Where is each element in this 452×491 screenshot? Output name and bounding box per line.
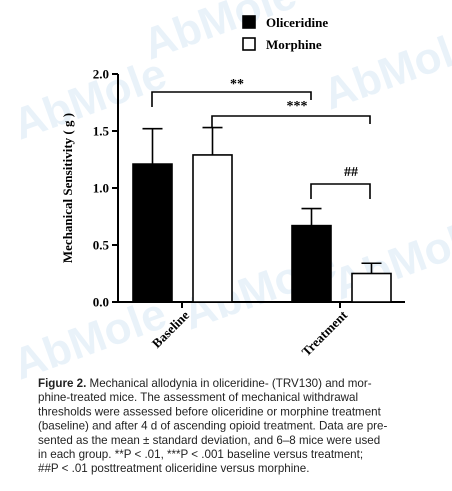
significance-bracket	[151, 91, 312, 107]
significance-label: ***	[287, 99, 308, 114]
watermark: AbMole	[7, 49, 173, 149]
caption-text: in each group. **P < .01, ***P < .001 ba…	[38, 448, 363, 461]
legend-label: Oliceridine	[266, 15, 328, 30]
caption-label: Figure 2.	[38, 377, 86, 390]
legend-swatch	[242, 37, 256, 51]
caption-line: Figure 2. Mechanical allodynia in olicer…	[38, 377, 372, 390]
watermark: AbMole	[137, 0, 303, 69]
caption-line: phine-treated mice. The assessment of me…	[38, 391, 358, 404]
bar	[351, 272, 392, 303]
caption-line: in each group. **P < .01, ***P < .001 ba…	[38, 448, 363, 461]
caption-line: ##P < .01 posttreatment oliceridine vers…	[38, 462, 309, 475]
bar	[132, 163, 173, 303]
caption: Figure 2. Mechanical allodynia in olicer…	[38, 377, 387, 475]
caption-text: thresholds were assessed before olicerid…	[38, 405, 382, 418]
caption-text: sented as the mean ± standard deviation,…	[38, 434, 380, 447]
significance-label: ##	[344, 165, 358, 180]
caption-line: sented as the mean ± standard deviation,…	[38, 434, 380, 447]
caption-line: (baseline) and after 4 d of ascending op…	[38, 420, 387, 433]
caption-text: (baseline) and after 4 d of ascending op…	[38, 420, 387, 433]
y-axis-label: Mechanical Sensitivity ( g )	[60, 113, 75, 263]
x-tick-label: Treatment	[299, 307, 351, 359]
caption-text: ##P < .01 posttreatment oliceridine vers…	[38, 462, 309, 475]
watermark: AbMole	[7, 289, 173, 389]
legend-label: Morphine	[266, 37, 322, 52]
significance-bracket	[310, 183, 371, 199]
y-tick-label: 1.5	[93, 124, 110, 139]
watermark: AbMole	[317, 19, 452, 119]
bar	[291, 224, 332, 303]
significance-bracket	[211, 115, 371, 127]
bar	[192, 154, 233, 303]
y-tick-label: 2.0	[93, 67, 109, 82]
caption-text: Mechanical allodynia in oliceridine- (TR…	[86, 377, 371, 390]
legend-swatch	[242, 15, 256, 29]
caption-text: phine-treated mice. The assessment of me…	[38, 391, 358, 404]
caption-line: thresholds were assessed before olicerid…	[38, 405, 382, 418]
y-tick-label: 0.5	[93, 238, 110, 253]
y-tick-label: 1.0	[93, 181, 109, 196]
significance-label: **	[230, 77, 244, 92]
y-tick-label: 0.0	[93, 295, 109, 310]
